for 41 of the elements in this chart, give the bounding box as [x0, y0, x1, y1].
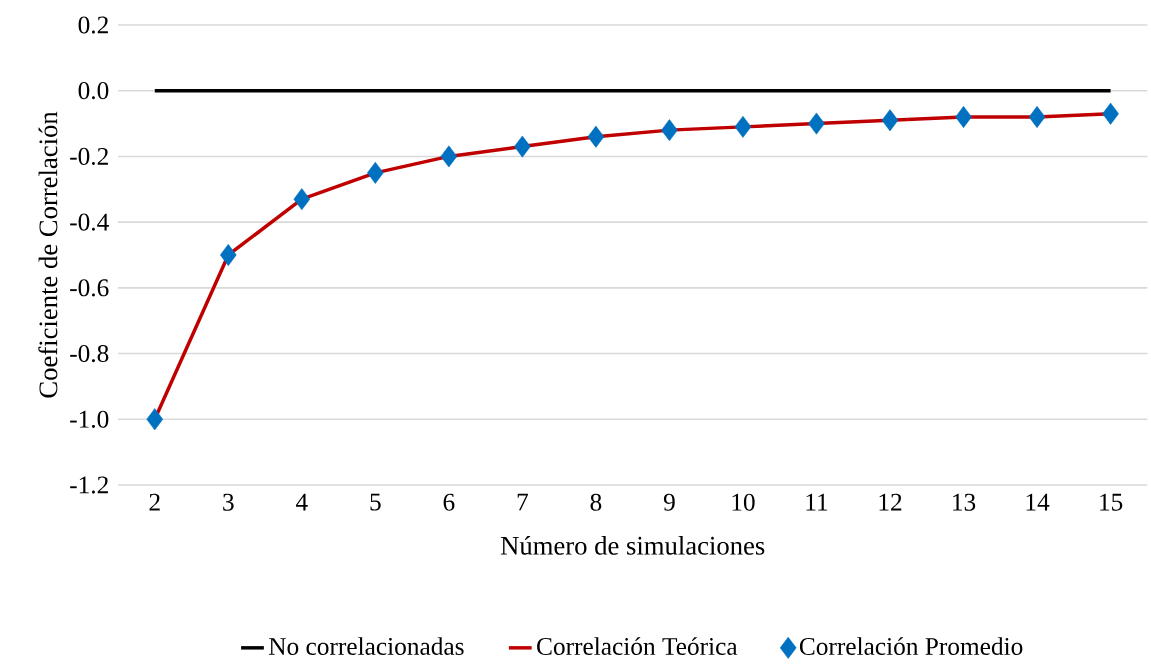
- point: [661, 119, 678, 142]
- x-tick-label: 8: [590, 493, 602, 511]
- y-tick-label: -0.2: [70, 147, 108, 166]
- y-tick-label: -1.0: [70, 410, 109, 428]
- point: [1028, 106, 1046, 128]
- y-tick-label: -1.2: [70, 476, 108, 494]
- point: [955, 106, 972, 128]
- x-tick-label: 14: [1026, 493, 1050, 511]
- x-tick-label: 4: [295, 493, 308, 511]
- point: [440, 145, 458, 168]
- x-tick-label: 12: [879, 493, 902, 511]
- x-tick-label: 13: [953, 493, 976, 511]
- x-tick-label: 9: [663, 493, 675, 511]
- point: [220, 244, 237, 266]
- y-tick-label: 0.2: [78, 16, 108, 34]
- point: [1102, 102, 1119, 125]
- y-axis-title: Coeficiente de Correlación: [38, 111, 58, 398]
- legend-label: No correlacionadas: [268, 637, 464, 655]
- point: [734, 115, 752, 138]
- y-tick-label: -0.4: [70, 213, 109, 231]
- point: [808, 112, 825, 135]
- point: [881, 109, 899, 132]
- x-tick-label: 7: [517, 493, 528, 511]
- legend-label: Correlación Teórica: [537, 637, 738, 655]
- point: [587, 125, 605, 148]
- point: [367, 161, 384, 184]
- point: [146, 408, 164, 431]
- y-tick-label: -0.6: [70, 279, 109, 297]
- x-tick-label: 10: [732, 493, 755, 511]
- x-tick-label: 6: [443, 493, 455, 511]
- x-axis-title: Número de simulaciones: [500, 535, 765, 555]
- x-tick-label: 2: [149, 493, 160, 511]
- x-tick-label: 3: [223, 493, 234, 511]
- y-tick-label: 0.0: [78, 82, 109, 100]
- y-tick-label: -0.8: [70, 344, 109, 363]
- legend-label: Correlación Promedio: [799, 637, 1023, 655]
- x-tick-label: 5: [370, 493, 381, 511]
- point: [514, 135, 531, 158]
- x-tick-label: 11: [806, 493, 828, 511]
- point: [293, 188, 311, 211]
- x-tick-label: 15: [1100, 493, 1123, 511]
